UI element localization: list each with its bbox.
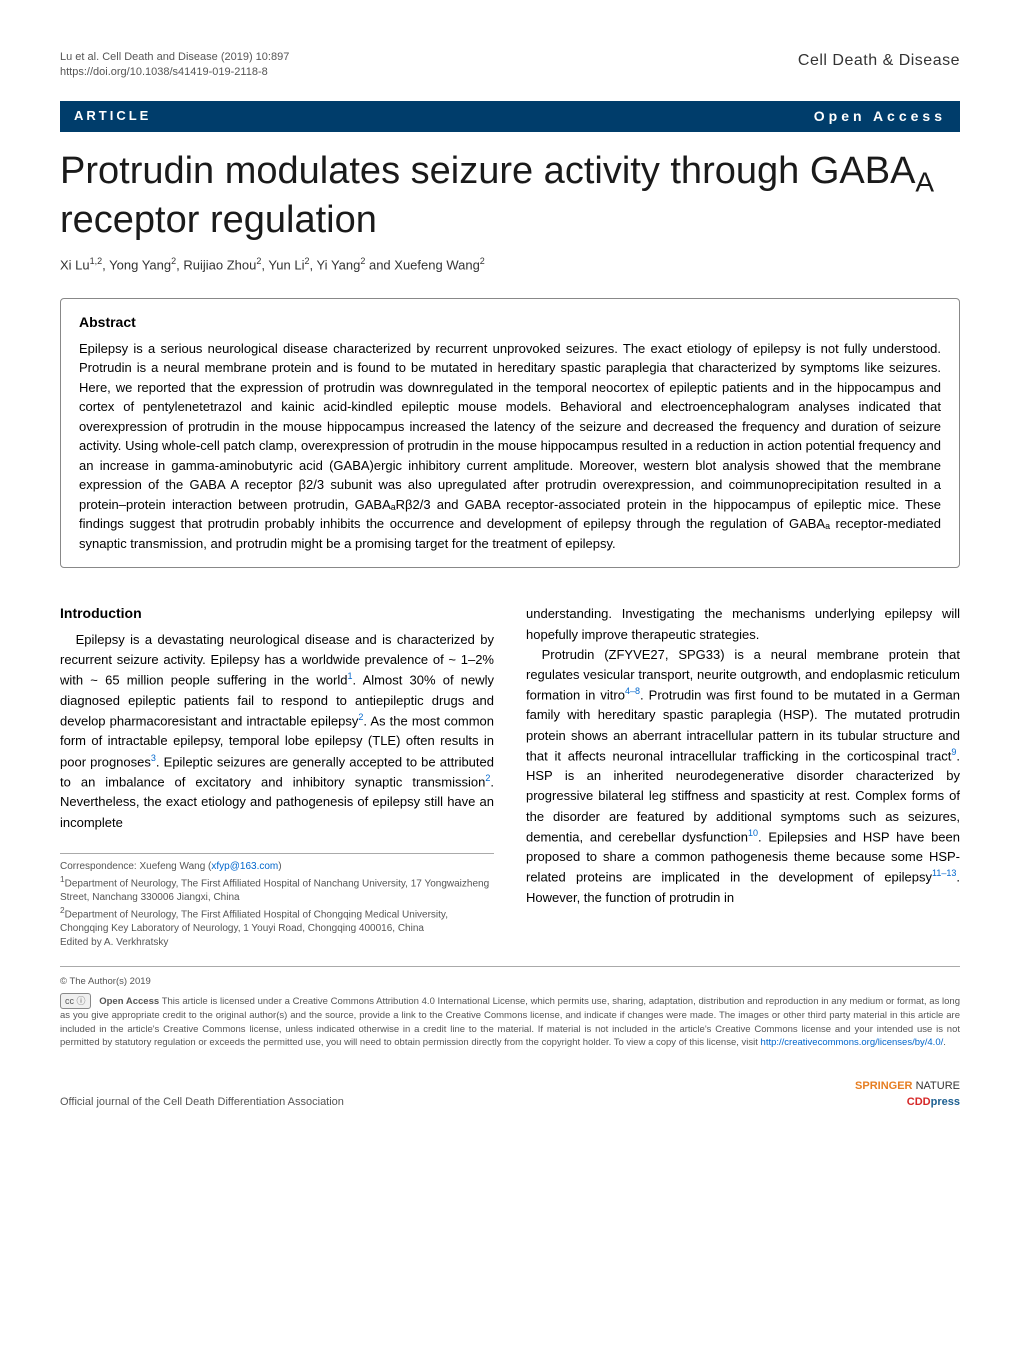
copyright: © The Author(s) 2019 bbox=[60, 975, 960, 988]
affiliation-2: Department of Neurology, The First Affil… bbox=[60, 909, 448, 934]
ref-11-13[interactable]: 11–13 bbox=[932, 868, 956, 878]
ref-10[interactable]: 10 bbox=[748, 828, 758, 838]
cdd-logo-red: CDD bbox=[907, 1096, 931, 1108]
authors: Xi Lu1,2, Yong Yang2, Ruijiao Zhou2, Yun… bbox=[60, 255, 960, 275]
open-access-label: Open Access bbox=[814, 107, 946, 127]
intro-col1: Epilepsy is a devastating neurological d… bbox=[60, 630, 494, 833]
journal-name: Cell Death & Disease bbox=[798, 50, 960, 81]
intro-heading: Introduction bbox=[60, 604, 494, 624]
edited-by: Edited by A. Verkhratsky bbox=[60, 936, 494, 950]
intro-col2: understanding. Investigating the mechani… bbox=[526, 604, 960, 907]
cdd-logo-blue: press bbox=[931, 1096, 960, 1108]
doi: https://doi.org/10.1038/s41419-019-2118-… bbox=[60, 65, 289, 80]
open-access-bold: Open Access bbox=[99, 996, 159, 1007]
nature-logo: NATURE bbox=[916, 1080, 960, 1092]
ref-4-8[interactable]: 4–8 bbox=[625, 686, 640, 696]
cc-badge-icon: cc ⓘ bbox=[60, 993, 91, 1010]
license-block: © The Author(s) 2019 cc ⓘ Open Access Th… bbox=[60, 966, 960, 1049]
abstract-box: Abstract Epilepsy is a serious neurologi… bbox=[60, 298, 960, 568]
affiliation-1: Department of Neurology, The First Affil… bbox=[60, 878, 489, 903]
footer-right: SPRINGER NATURE CDDpress bbox=[855, 1079, 960, 1110]
article-bar: ARTICLE Open Access bbox=[60, 101, 960, 133]
correspondence: Correspondence: Xuefeng Wang (xfyp@163.c… bbox=[60, 853, 494, 951]
correspondence-email[interactable]: xfyp@163.com bbox=[211, 861, 278, 872]
abstract-text: Epilepsy is a serious neurological disea… bbox=[79, 339, 941, 554]
header-meta: Lu et al. Cell Death and Disease (2019) … bbox=[60, 50, 960, 81]
article-type-label: ARTICLE bbox=[74, 107, 151, 125]
abstract-heading: Abstract bbox=[79, 313, 941, 333]
springer-logo: SPRINGER bbox=[855, 1080, 912, 1092]
citation: Lu et al. Cell Death and Disease (2019) … bbox=[60, 50, 289, 65]
license-link[interactable]: http://creativecommons.org/licenses/by/4… bbox=[761, 1037, 944, 1048]
footer-left: Official journal of the Cell Death Diffe… bbox=[60, 1095, 344, 1110]
article-title: Protrudin modulates seizure activity thr… bbox=[60, 150, 960, 242]
